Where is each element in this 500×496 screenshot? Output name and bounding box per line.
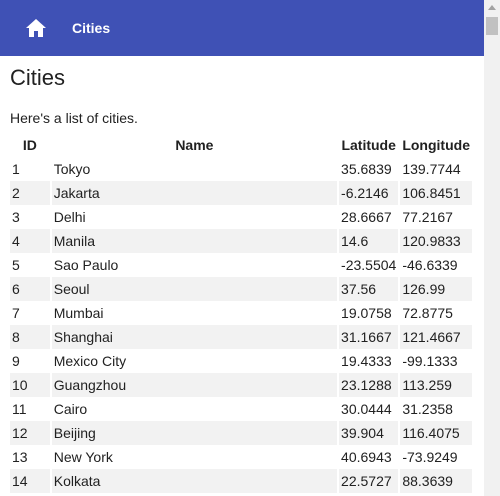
app-bar-title: Cities (72, 20, 111, 36)
cell-id: 6 (10, 277, 50, 301)
cell-id: 12 (10, 421, 50, 445)
table-header-row: ID Name Latitude Longitude (10, 133, 472, 157)
cell-longitude: 77.2167 (402, 209, 453, 225)
table-row: 10 Guangzhou 23.1288 113.259 (10, 373, 472, 397)
cell-longitude: 113.259 (400, 373, 472, 397)
column-header-name: Name (175, 137, 214, 153)
cell-name: Delhi (53, 209, 86, 225)
cell-id: 2 (10, 181, 50, 205)
table-row: 8 Shanghai 31.1667 121.4667 (10, 325, 472, 349)
cell-latitude: 30.0444 (341, 401, 392, 417)
home-button[interactable] (0, 0, 72, 56)
table-row: 4 Manila 14.6 120.9833 (10, 229, 472, 253)
cell-name: Manila (51, 229, 338, 253)
column-header-latitude: Latitude (341, 137, 396, 153)
cell-longitude: 126.99 (400, 277, 472, 301)
cell-name: Jakarta (51, 181, 338, 205)
cell-latitude: 14.6 (339, 229, 399, 253)
cell-name: Mexico City (53, 353, 127, 369)
vertical-scrollbar[interactable] (484, 0, 500, 496)
cell-longitude: -73.9249 (402, 449, 458, 465)
cell-id: 1 (12, 161, 20, 177)
table-row: 7 Mumbai 19.0758 72.8775 (10, 301, 472, 325)
cell-id: 10 (10, 373, 50, 397)
cell-latitude: 28.6667 (341, 209, 392, 225)
cities-table: ID Name Latitude Longitude 1 Tokyo 35.6839… (8, 133, 474, 493)
cell-longitude: 72.8775 (402, 305, 453, 321)
table-row: 11 Cairo 30.0444 31.2358 (10, 397, 472, 421)
cell-longitude: -99.1333 (402, 353, 458, 369)
cell-id: 7 (12, 305, 20, 321)
cell-id: 4 (10, 229, 50, 253)
cell-longitude: 121.4667 (400, 325, 472, 349)
cell-name: Cairo (53, 401, 88, 417)
cell-name: Shanghai (51, 325, 338, 349)
page-title: Cities (10, 65, 66, 90)
cell-id: 11 (12, 401, 27, 417)
table-row: 6 Seoul 37.56 126.99 (10, 277, 472, 301)
cell-name: Mumbai (53, 305, 104, 321)
cell-latitude: 19.0758 (341, 305, 392, 321)
cell-latitude: 23.1288 (339, 373, 399, 397)
cell-latitude: 39.904 (339, 421, 399, 445)
cell-latitude: 22.5727 (339, 469, 399, 493)
table-body: 1 Tokyo 35.6839 139.7744 2 Jakarta -6.2146 106.… (10, 157, 472, 493)
table-row: 2 Jakarta -6.2146 106.8451 (10, 181, 472, 205)
cell-name: Guangzhou (51, 373, 338, 397)
cell-longitude: 139.7744 (402, 161, 461, 177)
home-icon (26, 19, 46, 37)
cell-name: Seoul (51, 277, 338, 301)
column-header-id: ID (22, 137, 37, 153)
cell-longitude: 31.2358 (402, 401, 453, 417)
cell-latitude: 37.56 (339, 277, 399, 301)
cell-latitude: -6.2146 (339, 181, 399, 205)
cell-id: 5 (12, 257, 20, 273)
table-row: 13 New York 40.6943 -73.9249 (10, 445, 472, 469)
cell-latitude: 19.4333 (341, 353, 392, 369)
scroll-up-arrow-icon[interactable] (484, 0, 500, 16)
table-row: 1 Tokyo 35.6839 139.7744 (10, 157, 472, 181)
table-row: 5 Sao Paulo -23.5504 -46.6339 (10, 253, 472, 277)
table-row: 3 Delhi 28.6667 77.2167 (10, 205, 472, 229)
cell-longitude: 116.4075 (400, 421, 472, 445)
cell-name: Sao Paulo (53, 257, 119, 273)
cell-latitude: 31.1667 (339, 325, 399, 349)
table-row: 9 Mexico City 19.4333 -99.1333 (10, 349, 472, 373)
cell-latitude: 35.6839 (341, 161, 392, 177)
column-header-longitude: Longitude (402, 137, 470, 153)
table-row: 12 Beijing 39.904 116.4075 (10, 421, 472, 445)
cell-latitude: 40.6943 (341, 449, 392, 465)
main-content: Cities Here's a list of cities. ID Name … (10, 56, 474, 493)
intro-text: Here's a list of cities. (10, 110, 138, 126)
cell-latitude: -23.5504 (341, 257, 397, 273)
cell-name: Beijing (51, 421, 338, 445)
cell-name: New York (53, 449, 113, 465)
cell-longitude: 106.8451 (400, 181, 472, 205)
scroll-thumb[interactable] (486, 17, 498, 35)
cell-name: Tokyo (53, 161, 91, 177)
cell-id: 8 (10, 325, 50, 349)
cell-longitude: 88.3639 (400, 469, 472, 493)
app-bar: Cities (0, 0, 484, 56)
cell-id: 3 (12, 209, 20, 225)
table-row: 14 Kolkata 22.5727 88.3639 (10, 469, 472, 493)
cell-name: Kolkata (51, 469, 338, 493)
cell-longitude: 120.9833 (400, 229, 472, 253)
cell-id: 9 (12, 353, 20, 369)
cell-longitude: -46.6339 (402, 257, 458, 273)
cell-id: 13 (12, 449, 28, 465)
cell-id: 14 (10, 469, 50, 493)
